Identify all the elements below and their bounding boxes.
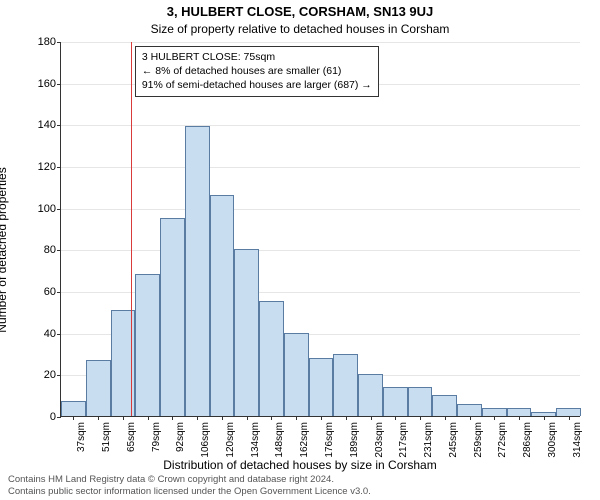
histogram-bar bbox=[160, 218, 185, 416]
gridline bbox=[61, 42, 580, 43]
y-tick-mark bbox=[57, 209, 61, 210]
chart-subtitle: Size of property relative to detached ho… bbox=[0, 22, 600, 36]
x-tick-mark bbox=[296, 416, 297, 420]
x-tick-mark bbox=[519, 416, 520, 420]
histogram-bar bbox=[86, 360, 111, 416]
y-tick-mark bbox=[57, 250, 61, 251]
y-tick-mark bbox=[57, 375, 61, 376]
x-tick-label: 286sqm bbox=[522, 422, 533, 458]
chart-title: 3, HULBERT CLOSE, CORSHAM, SN13 9UJ bbox=[0, 4, 600, 19]
histogram-bar bbox=[507, 408, 532, 416]
histogram-bar bbox=[259, 301, 284, 416]
x-tick-label: 203sqm bbox=[374, 422, 385, 458]
histogram-bar bbox=[61, 401, 86, 416]
x-tick-label: 259sqm bbox=[473, 422, 484, 458]
histogram-bar bbox=[482, 408, 507, 416]
x-tick-mark bbox=[271, 416, 272, 420]
x-tick-label: 79sqm bbox=[151, 422, 162, 452]
x-tick-label: 51sqm bbox=[101, 422, 112, 452]
x-tick-label: 148sqm bbox=[274, 422, 285, 458]
x-tick-label: 176sqm bbox=[324, 422, 335, 458]
x-tick-mark bbox=[123, 416, 124, 420]
x-tick-mark bbox=[172, 416, 173, 420]
y-tick-mark bbox=[57, 417, 61, 418]
histogram-bar bbox=[432, 395, 457, 416]
x-tick-mark bbox=[470, 416, 471, 420]
x-tick-label: 37sqm bbox=[76, 422, 87, 452]
x-tick-label: 65sqm bbox=[126, 422, 137, 452]
histogram-bar bbox=[383, 387, 408, 416]
x-tick-mark bbox=[569, 416, 570, 420]
x-tick-label: 189sqm bbox=[349, 422, 360, 458]
gridline bbox=[61, 209, 580, 210]
x-tick-mark bbox=[346, 416, 347, 420]
footer-line: Contains HM Land Registry data © Crown c… bbox=[8, 474, 371, 486]
histogram-bar bbox=[284, 333, 309, 416]
y-tick-mark bbox=[57, 84, 61, 85]
property-info-box: 3 HULBERT CLOSE: 75sqm← 8% of detached h… bbox=[135, 46, 379, 97]
x-tick-mark bbox=[247, 416, 248, 420]
x-tick-label: 300sqm bbox=[547, 422, 558, 458]
histogram-bar bbox=[556, 408, 581, 416]
property-marker-line bbox=[131, 42, 132, 416]
histogram-bar bbox=[358, 374, 383, 416]
x-tick-label: 92sqm bbox=[175, 422, 186, 452]
x-tick-mark bbox=[420, 416, 421, 420]
gridline bbox=[61, 250, 580, 251]
x-tick-mark bbox=[222, 416, 223, 420]
x-tick-mark bbox=[445, 416, 446, 420]
x-tick-label: 245sqm bbox=[448, 422, 459, 458]
x-tick-mark bbox=[371, 416, 372, 420]
x-tick-label: 231sqm bbox=[423, 422, 434, 458]
info-box-line: 91% of semi-detached houses are larger (… bbox=[142, 78, 372, 92]
x-tick-mark bbox=[321, 416, 322, 420]
x-tick-mark bbox=[73, 416, 74, 420]
x-tick-label: 162sqm bbox=[299, 422, 310, 458]
x-tick-mark bbox=[148, 416, 149, 420]
plot-area: 02040608010012014016018037sqm51sqm65sqm7… bbox=[60, 42, 580, 417]
y-tick-mark bbox=[57, 334, 61, 335]
y-tick-mark bbox=[57, 167, 61, 168]
x-tick-label: 134sqm bbox=[250, 422, 261, 458]
x-tick-mark bbox=[544, 416, 545, 420]
x-tick-label: 314sqm bbox=[572, 422, 583, 458]
x-tick-mark bbox=[395, 416, 396, 420]
x-axis-label: Distribution of detached houses by size … bbox=[0, 458, 600, 472]
x-tick-mark bbox=[494, 416, 495, 420]
histogram-bar bbox=[333, 354, 358, 417]
gridline bbox=[61, 167, 580, 168]
histogram-bar bbox=[234, 249, 259, 416]
y-tick-mark bbox=[57, 42, 61, 43]
histogram-bar bbox=[457, 404, 482, 417]
footer-line: Contains public sector information licen… bbox=[8, 486, 371, 498]
y-tick-mark bbox=[57, 125, 61, 126]
histogram-bar bbox=[408, 387, 433, 416]
x-tick-label: 217sqm bbox=[398, 422, 409, 458]
histogram-bar bbox=[185, 126, 210, 416]
chart-container: 3, HULBERT CLOSE, CORSHAM, SN13 9UJ Size… bbox=[0, 0, 600, 500]
histogram-bar bbox=[135, 274, 160, 416]
x-tick-mark bbox=[197, 416, 198, 420]
x-tick-label: 272sqm bbox=[497, 422, 508, 458]
histogram-bar bbox=[210, 195, 235, 416]
gridline bbox=[61, 125, 580, 126]
histogram-bar bbox=[309, 358, 334, 416]
y-tick-mark bbox=[57, 292, 61, 293]
x-tick-label: 120sqm bbox=[225, 422, 236, 458]
footer-attribution: Contains HM Land Registry data © Crown c… bbox=[8, 474, 371, 498]
x-tick-label: 106sqm bbox=[200, 422, 211, 458]
info-box-line: 3 HULBERT CLOSE: 75sqm bbox=[142, 50, 372, 64]
x-tick-mark bbox=[98, 416, 99, 420]
info-box-line: ← 8% of detached houses are smaller (61) bbox=[142, 64, 372, 78]
